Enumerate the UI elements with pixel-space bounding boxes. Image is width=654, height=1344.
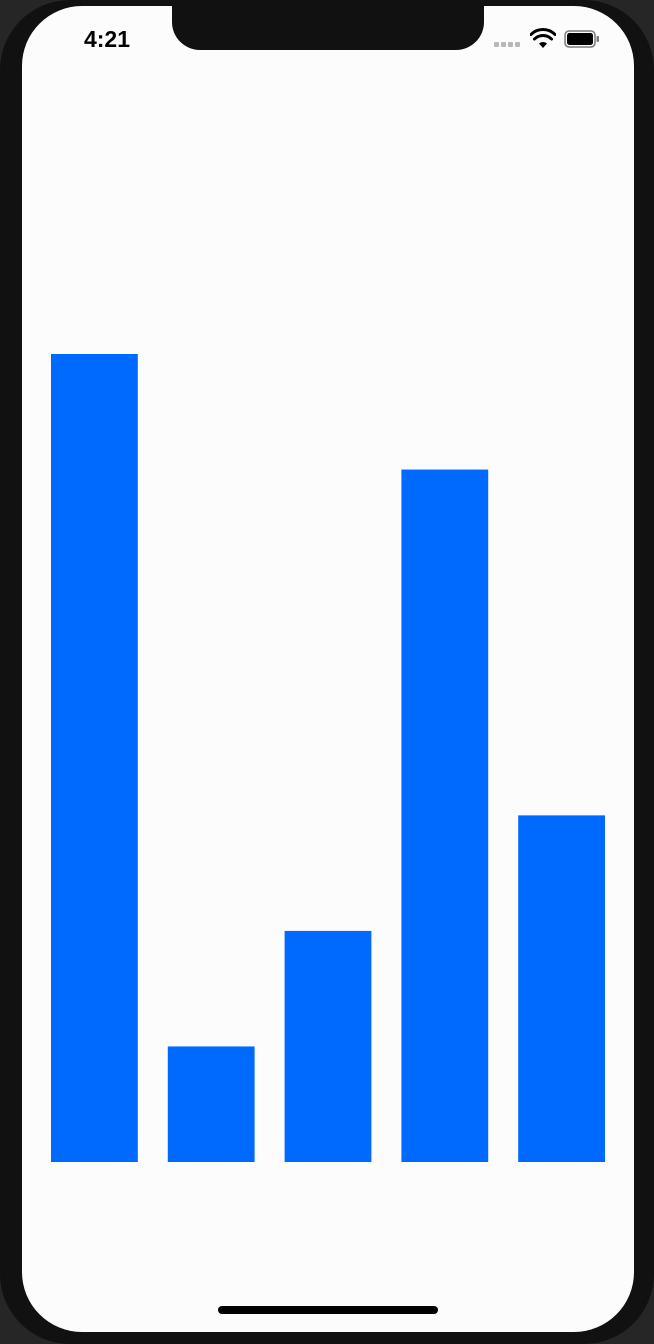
wifi-icon xyxy=(530,28,556,48)
battery-icon xyxy=(564,30,599,48)
app-screen: 4:21 xyxy=(22,6,634,1332)
cellular-signal-icon xyxy=(494,42,522,48)
chart-bar-1 xyxy=(51,354,138,1162)
chart-bar-4 xyxy=(401,469,489,1162)
status-time: 4:21 xyxy=(83,26,131,52)
chart-bar-2 xyxy=(167,1046,255,1162)
chart-bar-5 xyxy=(518,815,605,1162)
device-notch xyxy=(172,6,484,50)
bar-chart xyxy=(51,354,605,1162)
chart-bar-3 xyxy=(284,930,372,1162)
home-indicator[interactable] xyxy=(218,1306,438,1314)
